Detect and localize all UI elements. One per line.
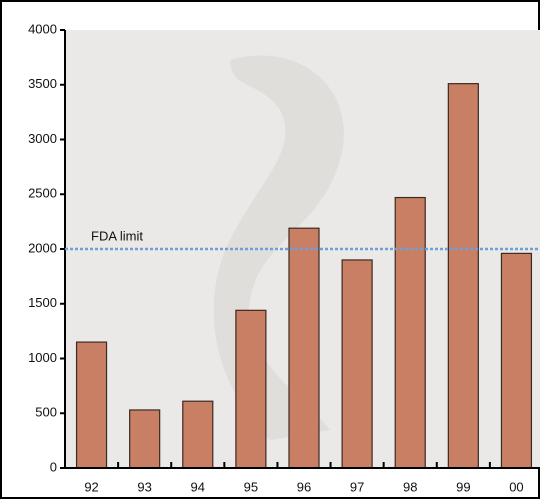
bar bbox=[447, 83, 479, 469]
x-tick-label: 98 bbox=[403, 479, 417, 494]
x-tick-label: 96 bbox=[297, 479, 311, 494]
bar bbox=[182, 400, 214, 469]
bar bbox=[500, 252, 533, 469]
y-tick-label: 4000 bbox=[28, 21, 57, 36]
y-tick-label: 2500 bbox=[28, 186, 57, 201]
y-tick-label: 0 bbox=[50, 459, 57, 474]
bar bbox=[341, 259, 373, 469]
y-tick-label: 1000 bbox=[28, 350, 57, 365]
bar bbox=[288, 227, 320, 469]
x-tick-label: 99 bbox=[456, 479, 470, 494]
bar bbox=[129, 409, 161, 469]
bar bbox=[75, 341, 108, 469]
x-tick-label: 94 bbox=[191, 479, 205, 494]
x-tick-label: 93 bbox=[137, 479, 151, 494]
y-tick-label: 500 bbox=[35, 405, 57, 420]
y-tick-label: 3500 bbox=[28, 76, 57, 91]
y-tick-label: 2000 bbox=[28, 240, 57, 255]
bar bbox=[235, 309, 267, 469]
y-tick-label: 1500 bbox=[28, 295, 57, 310]
reference-label: FDA limit bbox=[91, 228, 143, 243]
x-tick-label: 92 bbox=[84, 479, 98, 494]
x-tick-label: 95 bbox=[244, 479, 258, 494]
x-tick-label: 97 bbox=[350, 479, 364, 494]
y-tick-label: 3000 bbox=[28, 131, 57, 146]
x-tick-label: 00 bbox=[509, 479, 523, 494]
bar bbox=[394, 196, 426, 469]
